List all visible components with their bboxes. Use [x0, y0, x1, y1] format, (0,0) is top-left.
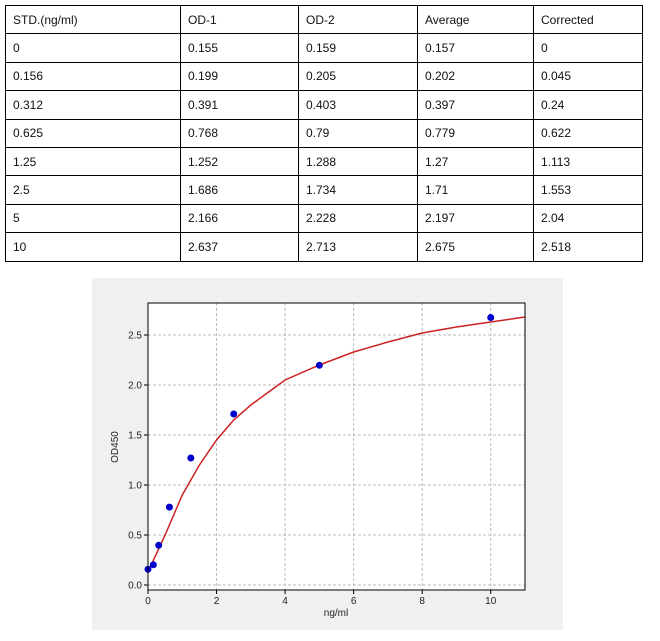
y-axis-label: OD450: [110, 431, 121, 463]
x-tick-label: 6: [351, 596, 357, 607]
data-point: [230, 410, 238, 418]
plot-frame: [147, 302, 526, 591]
table-cell: 10: [5, 232, 181, 262]
data-point: [165, 503, 173, 511]
table-cell: Corrected: [533, 4, 643, 35]
table-cell: 1.71: [417, 175, 534, 205]
table-cell: 0.779: [417, 118, 534, 148]
data-point: [155, 541, 163, 549]
table-cell: 1.288: [298, 146, 418, 177]
table-cell: 0.156: [5, 61, 181, 92]
data-point: [315, 361, 323, 369]
y-tick-label: 2.5: [128, 331, 142, 342]
table-row: 0 0.155 0.159 0.157 0: [5, 33, 643, 63]
y-tick-label: 2.0: [128, 381, 142, 392]
table-row: STD.(ng/ml) OD-1 OD-2 Average Corrected: [5, 4, 643, 35]
table-row: 10 2.637 2.713 2.675 2.518: [5, 232, 643, 262]
y-tick-label: 0.0: [128, 581, 142, 592]
y-tick-label: 1.5: [128, 431, 142, 442]
x-tick-label: 0: [145, 596, 151, 607]
data-point: [187, 454, 195, 462]
table-cell: 2.713: [298, 232, 418, 262]
table-cell: 0.397: [417, 90, 534, 120]
table-cell: 0.79: [298, 118, 418, 148]
x-tick-label: 10: [485, 596, 497, 607]
table-cell: 2.637: [180, 232, 299, 262]
table-cell: 2.04: [533, 203, 643, 234]
table-cell: 0.155: [180, 33, 299, 63]
x-tick-label: 2: [214, 596, 220, 607]
table-row: 1.25 1.252 1.288 1.27 1.113: [5, 146, 643, 177]
table-cell: STD.(ng/ml): [5, 4, 181, 35]
fit-curve: [147, 316, 526, 573]
y-tick-label: 0.5: [128, 531, 142, 542]
table-cell: 0.202: [417, 61, 534, 92]
table-cell: OD-1: [180, 4, 299, 35]
table-row: 2.5 1.686 1.734 1.71 1.553: [5, 175, 643, 205]
table-cell: 2.166: [180, 203, 299, 234]
table-row: 5 2.166 2.228 2.197 2.04: [5, 203, 643, 234]
x-axis-label: ng/ml: [324, 608, 348, 619]
table-cell: 0.625: [5, 118, 181, 148]
table-row: 0.312 0.391 0.403 0.397 0.24: [5, 90, 643, 120]
table-row: 0.156 0.199 0.205 0.202 0.045: [5, 61, 643, 92]
y-tick-label: 1.0: [128, 481, 142, 492]
table-cell: 1.27: [417, 146, 534, 177]
table-cell: 2.228: [298, 203, 418, 234]
table-cell: 0.391: [180, 90, 299, 120]
plot-area: [148, 303, 525, 590]
table-cell: 2.675: [417, 232, 534, 262]
table-cell: 2.518: [533, 232, 643, 262]
table-cell: 0.159: [298, 33, 418, 63]
table-cell: 0.768: [180, 118, 299, 148]
table-cell: Average: [417, 4, 534, 35]
data-point: [149, 561, 157, 569]
table-row: 0.625 0.768 0.79 0.779 0.622: [5, 118, 643, 148]
x-tick-label: 8: [419, 596, 425, 607]
x-tick-label: 4: [282, 596, 288, 607]
table-cell: 1.113: [533, 146, 643, 177]
data-table: STD.(ng/ml) OD-1 OD-2 Average Corrected 0 0.15…: [5, 4, 643, 262]
data-point: [487, 314, 495, 321]
